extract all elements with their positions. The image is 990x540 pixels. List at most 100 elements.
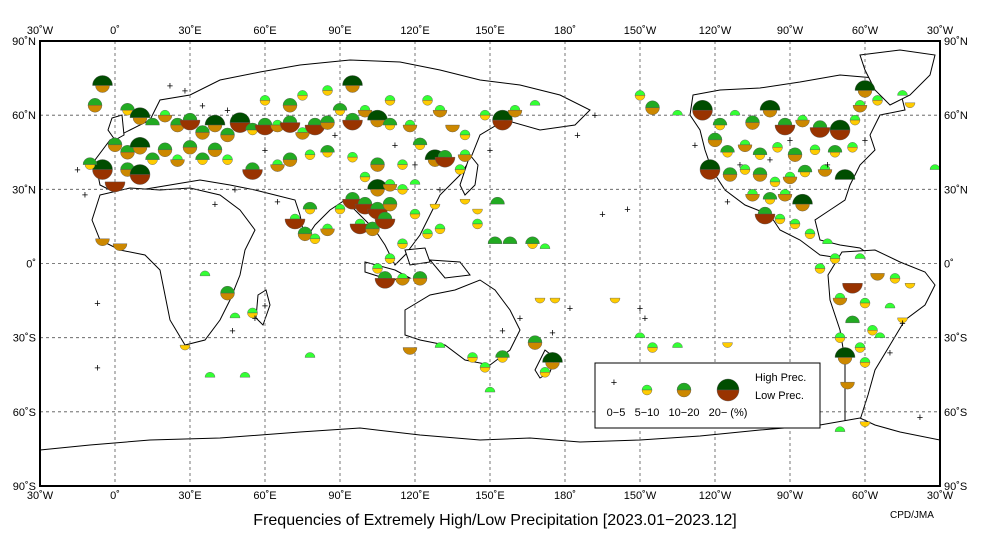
- station-plus-marker: +: [624, 204, 630, 216]
- station-low-semicircle: [104, 181, 126, 193]
- station-low-semicircle: [534, 297, 546, 304]
- station-low-semicircle: [707, 139, 723, 148]
- station-low-semicircle: [402, 347, 418, 355]
- legend-plus-marker: +: [611, 377, 617, 389]
- lat-tick-label: 0˚: [26, 259, 36, 271]
- station-low-semicircle: [842, 283, 863, 294]
- station-high-semicircle: [207, 142, 223, 150]
- station-low-semicircle: [904, 283, 916, 289]
- station-low-semicircle: [207, 149, 223, 157]
- station-low-semicircle: [222, 159, 233, 165]
- station-high-semicircle: [712, 117, 728, 126]
- station-high-semicircle: [129, 107, 151, 118]
- station-high-semicircle: [370, 157, 385, 165]
- lat-tick-label: 30˚N: [12, 184, 36, 196]
- station-low-semicircle: [809, 127, 831, 138]
- station-low-semicircle: [754, 154, 766, 160]
- station-high-semicircle: [342, 75, 363, 86]
- station-low-semicircle: [397, 243, 408, 249]
- station-high-semicircle: [92, 75, 113, 86]
- station-plus-marker: +: [887, 348, 893, 360]
- station-plus-marker: +: [899, 318, 905, 330]
- station-low-semicircle: [479, 114, 491, 121]
- station-high-semicircle: [157, 142, 173, 150]
- station-high-semicircle: [434, 342, 446, 348]
- station-low-semicircle: [342, 119, 363, 131]
- station-high-semicircle: [542, 352, 563, 363]
- station-high-semicircle: [634, 332, 646, 338]
- station-high-semicircle: [195, 152, 210, 160]
- station-low-semicircle: [545, 362, 560, 370]
- station-low-semicircle: [849, 119, 861, 126]
- legend-high-swatch: [716, 378, 740, 391]
- station-low-semicircle: [769, 181, 781, 188]
- station-low-semicircle: [754, 213, 776, 225]
- legend-low-swatch: [676, 389, 692, 398]
- station-low-semicircle: [434, 228, 446, 235]
- station-high-semicircle: [182, 140, 198, 148]
- station-low-semicircle: [762, 110, 778, 118]
- station-plus-marker: +: [737, 160, 743, 172]
- station-low-semicircle: [752, 174, 768, 182]
- lon-tick-label: 150˚E: [475, 490, 504, 502]
- station-low-semicircle: [829, 258, 841, 264]
- station-low-semicircle: [859, 421, 871, 427]
- station-low-semicircle: [745, 194, 760, 202]
- station-high-semicircle: [357, 196, 373, 205]
- station-high-semicircle: [490, 196, 505, 205]
- lon-tick-label: 120˚W: [699, 25, 732, 37]
- station-high-semicircle: [492, 109, 513, 121]
- legend-low-swatch: [641, 389, 653, 396]
- station-high-semicircle: [257, 117, 273, 126]
- station-low-semicircle: [414, 144, 426, 150]
- lon-tick-label: 0˚: [110, 490, 120, 502]
- station-high-semicircle: [729, 110, 741, 116]
- station-high-semicircle: [752, 147, 768, 155]
- station-low-semicircle: [95, 85, 110, 93]
- station-low-semicircle: [832, 297, 848, 306]
- station-low-semicircle: [422, 233, 433, 239]
- station-low-semicircle: [279, 122, 301, 133]
- station-plus-marker: +: [199, 100, 205, 112]
- lat-tick-label: 60˚S: [13, 407, 36, 419]
- lat-tick-label: 60˚N: [12, 110, 36, 122]
- lon-tick-label: 30˚W: [927, 490, 954, 502]
- station-low-semicircle: [334, 208, 346, 215]
- station-high-semicircle: [345, 192, 360, 200]
- station-plus-marker: +: [274, 197, 280, 209]
- station-high-semicircle: [437, 149, 453, 158]
- lat-tick-label: 30˚S: [13, 333, 36, 345]
- station-low-semicircle: [112, 243, 128, 251]
- station-plus-marker: +: [767, 155, 773, 167]
- station-low-semicircle: [692, 110, 713, 121]
- station-low-semicircle: [714, 124, 726, 131]
- station-high-semicircle: [87, 98, 103, 106]
- station-high-semicircle: [834, 347, 856, 358]
- australia-coast: [404, 279, 521, 366]
- station-low-semicircle: [699, 169, 721, 180]
- station-high-semicircle: [834, 169, 856, 180]
- station-plus-marker: +: [94, 298, 100, 310]
- station-low-semicircle: [382, 184, 398, 192]
- station-low-semicircle: [384, 100, 396, 106]
- lon-tick-label: 150˚W: [624, 25, 657, 37]
- station-low-semicircle: [817, 169, 833, 177]
- station-low-semicircle: [837, 357, 853, 365]
- station-high-semicircle: [239, 372, 251, 378]
- station-low-semicircle: [897, 317, 908, 324]
- station-low-semicircle: [382, 203, 398, 212]
- station-high-semicircle: [195, 125, 210, 133]
- station-high-semicircle: [282, 152, 298, 160]
- greenland-coast: [859, 49, 936, 106]
- legend: + High Prec. Low Prec. 0−5 5−10 10−20 20…: [594, 362, 821, 429]
- station-low-semicircle: [422, 100, 433, 106]
- lon-tick-label: 60˚W: [852, 25, 879, 37]
- station-low-semicircle: [774, 218, 786, 225]
- station-low-semicircle: [809, 149, 821, 155]
- lat-tick-label: 90˚S: [944, 481, 967, 493]
- station-high-semicircle: [539, 243, 551, 249]
- station-low-semicircle: [207, 124, 223, 133]
- station-high-semicircle: [145, 117, 160, 126]
- station-low-semicircle: [304, 154, 316, 160]
- station-low-semicircle: [795, 203, 810, 212]
